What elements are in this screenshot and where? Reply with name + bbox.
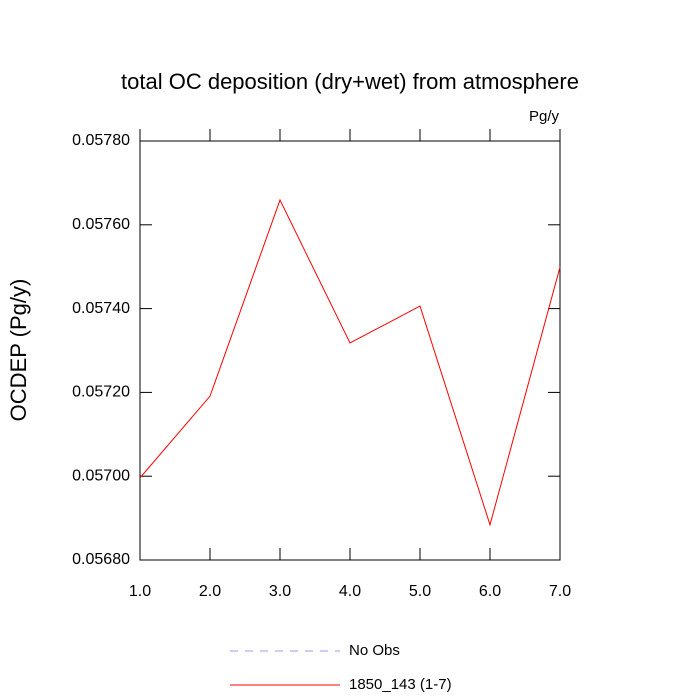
chart-title: total OC deposition (dry+wet) from atmos… [121,69,579,94]
x-tick-label: 1.0 [129,583,151,600]
legend-label: 1850_143 (1-7) [349,676,452,693]
data-line [139,198,561,527]
y-tick-label: 0.05720 [72,384,130,401]
x-tick-label: 3.0 [269,583,291,600]
x-tick-label: 7.0 [549,583,571,600]
legend-label: No Obs [349,642,400,659]
y-tick-label: 0.05780 [72,132,130,149]
y-tick-label: 0.05760 [72,216,130,233]
x-tick-label: 5.0 [409,583,431,600]
units-label: Pg/y [529,108,560,125]
y-tick-label: 0.05680 [72,551,130,568]
x-tick-label: 6.0 [479,583,501,600]
x-tick-label: 2.0 [199,583,221,600]
x-tick-label: 4.0 [339,583,361,600]
y-tick-label: 0.05740 [72,300,130,317]
y-axis-title: OCDEP (Pg/y) [6,279,31,422]
y-tick-label: 0.05700 [72,467,130,484]
